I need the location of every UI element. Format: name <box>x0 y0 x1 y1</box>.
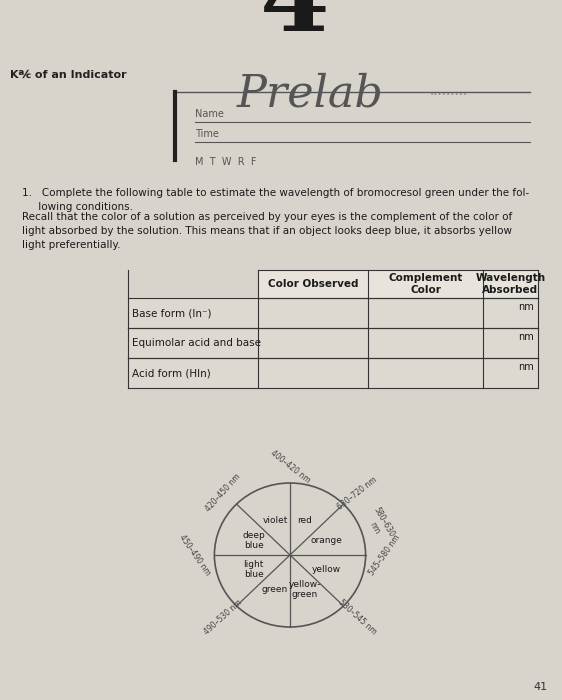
Text: yellow-
green: yellow- green <box>289 580 321 599</box>
Text: nm: nm <box>518 362 534 372</box>
Text: red: red <box>298 516 312 525</box>
Text: orange: orange <box>310 536 342 545</box>
Text: 490–530 nm: 490–530 nm <box>202 598 244 636</box>
Text: Base form (In⁻): Base form (In⁻) <box>132 308 211 318</box>
Text: light
blue: light blue <box>243 559 264 579</box>
Text: Prelab: Prelab <box>237 72 383 116</box>
Text: 420–450 nm: 420–450 nm <box>203 473 242 514</box>
Text: 630–720 nm: 630–720 nm <box>336 475 379 511</box>
Text: 41: 41 <box>534 682 548 692</box>
Text: Time: Time <box>195 129 219 139</box>
Text: K℀ of an Indicator: K℀ of an Indicator <box>10 70 126 80</box>
Text: green: green <box>262 585 288 594</box>
Text: .........: ......... <box>430 84 468 98</box>
Text: Acid form (HIn): Acid form (HIn) <box>132 368 211 378</box>
Text: Complement
Color: Complement Color <box>388 273 463 295</box>
Text: 4: 4 <box>260 0 330 52</box>
Text: Recall that the color of a solution as perceived by your eyes is the complement : Recall that the color of a solution as p… <box>22 212 512 250</box>
Text: Color Observed: Color Observed <box>268 279 358 289</box>
Text: nm: nm <box>518 332 534 342</box>
Text: 530–545 nm: 530–545 nm <box>336 598 378 636</box>
Text: M  T  W  R  F: M T W R F <box>195 157 256 167</box>
Bar <box>128 298 538 328</box>
Text: yellow: yellow <box>312 565 341 574</box>
Text: Equimolar acid and base: Equimolar acid and base <box>132 338 261 348</box>
Bar <box>128 328 538 358</box>
Bar <box>128 358 538 388</box>
Text: Name: Name <box>195 109 224 119</box>
Text: 1.   Complete the following table to estimate the wavelength of bromocresol gree: 1. Complete the following table to estim… <box>22 188 529 212</box>
Text: 400–420 nm: 400–420 nm <box>269 449 311 485</box>
Bar <box>258 270 538 298</box>
Text: 450–490 nm: 450–490 nm <box>178 533 212 577</box>
Text: violet: violet <box>262 516 288 525</box>
Text: deep
blue: deep blue <box>242 531 265 550</box>
Text: Wavelength
Absorbed: Wavelength Absorbed <box>475 273 546 295</box>
Text: 580–630
nm: 580–630 nm <box>362 506 396 544</box>
Text: nm: nm <box>518 302 534 312</box>
Text: 545–580 nm: 545–580 nm <box>368 533 402 577</box>
